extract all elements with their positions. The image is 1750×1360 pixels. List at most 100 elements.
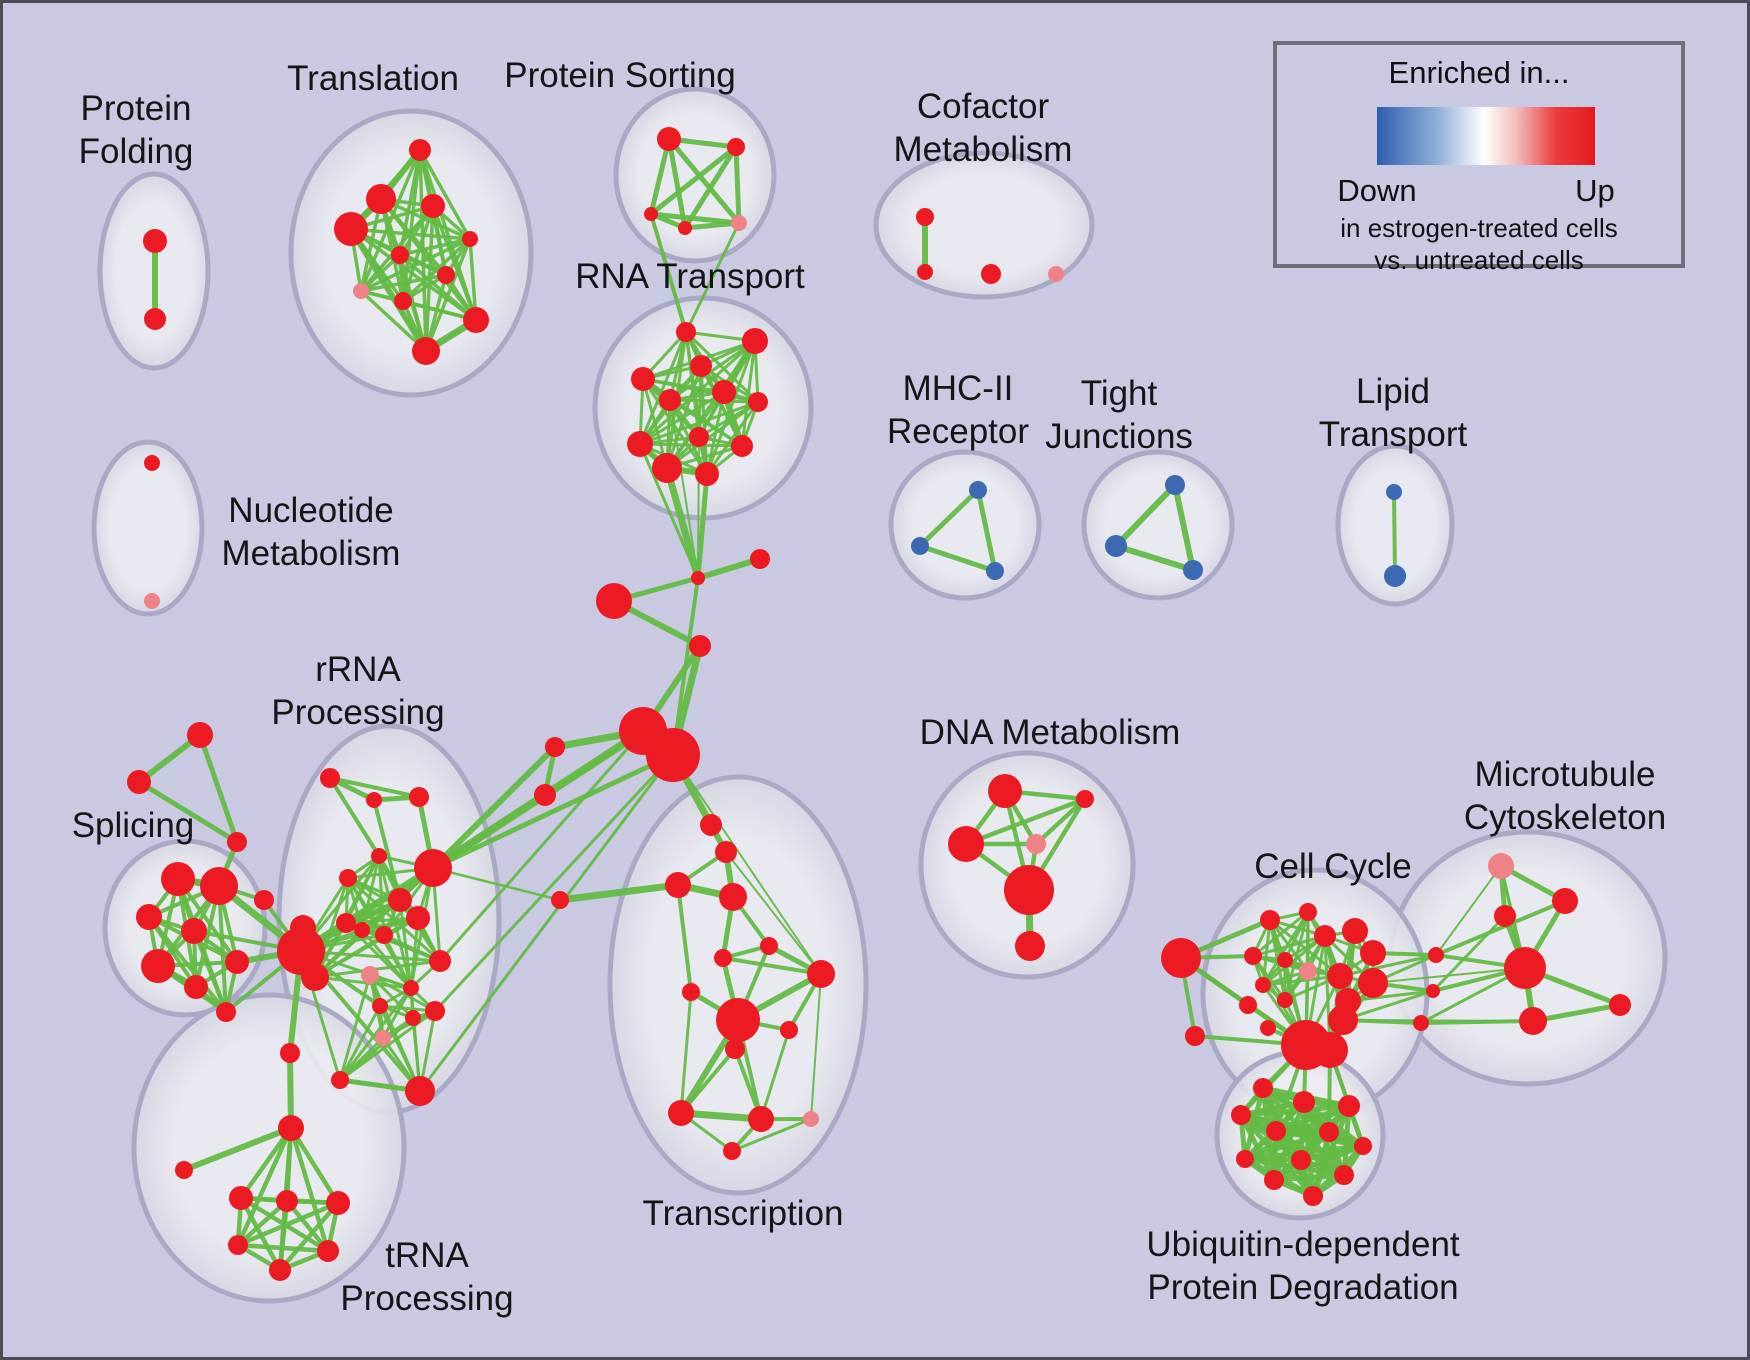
edge-mh2-mh3 [917, 543, 998, 574]
node-rt5 [712, 380, 736, 404]
edge-p4-p5 [682, 220, 742, 231]
node-mh2 [911, 537, 929, 555]
edge-hub2-tx3 [672, 754, 822, 975]
node-rt2 [742, 328, 768, 354]
edge-cc15-x2 [1341, 989, 1435, 1022]
edge-tx3-tx10 [810, 973, 822, 1120]
node-rr7 [290, 915, 316, 941]
edge-hub2-rb [430, 752, 676, 871]
node-cc1 [1260, 910, 1280, 930]
edge-p1-p5 [666, 136, 742, 226]
edge-rr10-rr15 [382, 933, 413, 990]
node-rr12 [372, 998, 388, 1014]
edge-mt5-mt6 [1530, 1002, 1623, 1024]
node-tc4 [719, 883, 747, 911]
cluster-label-protein-sorting: Protein Sorting [504, 56, 736, 95]
edge-p3-p5 [648, 211, 742, 226]
edge-t7-t8 [359, 273, 448, 293]
edge-rr11-sph2 [313, 916, 420, 979]
edge-tx2-tx3 [721, 956, 823, 976]
node-cc16 [1260, 1020, 1276, 1036]
node-rr6 [388, 888, 412, 912]
network-canvas: Protein Folding Translation Protein Sorting… [72, 56, 1668, 1318]
cluster-label-dna-metabolism: DNA Metabolism [920, 713, 1181, 752]
node-rt6 [659, 389, 681, 411]
edge-rt7-rt9 [638, 400, 760, 446]
node-u7 [1354, 1137, 1372, 1155]
node-cc12 [1239, 996, 1257, 1014]
cluster-ellipse-mhc-ii-receptor [888, 449, 1042, 601]
cluster-label-rna-transport: RNA Transport [575, 257, 805, 296]
edge-tn3-tn6 [277, 1198, 290, 1273]
node-rr14 [425, 1001, 445, 1021]
edge-d2-d3 [963, 796, 1088, 847]
node-rr9 [354, 922, 370, 938]
node-rr19 [331, 1071, 349, 1089]
edge-rt6-j1 [669, 399, 699, 579]
edge-rt12-j1 [695, 471, 710, 581]
edge-x1-mt1 [1435, 865, 1502, 956]
edge-tj2-tj3 [1113, 543, 1196, 573]
edge-tn4-tn5 [235, 1200, 341, 1248]
node-t9 [394, 292, 412, 310]
edge-cc9-x1 [1338, 953, 1438, 978]
edge-hub2-rr14 [433, 753, 675, 1013]
node-sph1 [277, 927, 325, 975]
node-mh3 [986, 562, 1004, 580]
node-ch2 [1312, 1032, 1348, 1068]
edge-t6-t8 [359, 237, 472, 293]
cluster-label-rrna-processing: rRNA Processing [271, 650, 444, 732]
node-rr11 [406, 906, 430, 930]
node-t2 [366, 184, 396, 214]
cluster-label-tight-junctions: Tight Junctions [1045, 374, 1193, 456]
edge-t5-t6 [398, 237, 472, 257]
edge-p2-p4 [682, 144, 739, 231]
node-x2 [1426, 984, 1440, 998]
nodes [127, 127, 1631, 1281]
cluster-label-nucleotide-metabolism: Nucleotide Metabolism [222, 491, 401, 573]
edge-rr1-rr4 [328, 776, 381, 858]
node-u9 [1291, 1150, 1311, 1170]
node-sph2 [301, 963, 329, 991]
edge-t4-t10 [349, 227, 478, 322]
edge-u10-u11 [1271, 1172, 1347, 1183]
node-rr8 [336, 913, 356, 933]
edge-s2-s8 [217, 884, 228, 1014]
edge-rr1-rr3 [328, 776, 421, 799]
cluster-ellipse-tight-junctions [1081, 449, 1235, 601]
node-hub2 [646, 728, 700, 782]
legend-box: Enriched in... Down Up in estrogen-treat… [1273, 41, 1685, 275]
node-c4 [1048, 266, 1064, 282]
edge-x1-mt2 [1434, 899, 1567, 957]
node-cc8 [1299, 962, 1317, 980]
node-rt10 [731, 435, 753, 457]
edge-rt6-rt7 [668, 398, 760, 404]
edge-t8-t11 [359, 289, 428, 353]
node-cc15 [1328, 1005, 1358, 1035]
node-tx2 [714, 949, 732, 967]
node-u10 [1334, 1165, 1354, 1185]
node-u4 [1231, 1105, 1251, 1125]
edge-t4-t6 [349, 227, 472, 241]
node-u11 [1264, 1170, 1284, 1190]
node-lt1 [1386, 484, 1402, 500]
node-cc17 [1185, 1026, 1205, 1046]
edge-p2-p3 [648, 144, 739, 217]
edge-p2-p5 [733, 144, 742, 226]
edge-tn1-tnh [181, 1125, 294, 1173]
node-s1 [161, 862, 195, 896]
cluster-label-ubiquitin-protein-degradation: Ubiquitin-dependent Protein Degradation [1146, 1225, 1460, 1307]
edge-rr15-rr20 [381, 986, 413, 1040]
node-rr18 [405, 1076, 435, 1106]
edge-d2-d4 [1033, 796, 1088, 847]
edge-rt9-rt10 [638, 442, 744, 448]
cluster-label-protein-folding: Protein Folding [79, 89, 194, 171]
node-s2 [200, 867, 238, 905]
legend-caption-line1: in estrogen-treated cells [1340, 213, 1618, 243]
edge-lt1-lt2 [1392, 490, 1397, 578]
node-n1 [144, 455, 160, 471]
node-tj1 [1165, 475, 1185, 495]
node-j3 [596, 583, 632, 619]
edge-tx10-tx11 [730, 1117, 813, 1153]
